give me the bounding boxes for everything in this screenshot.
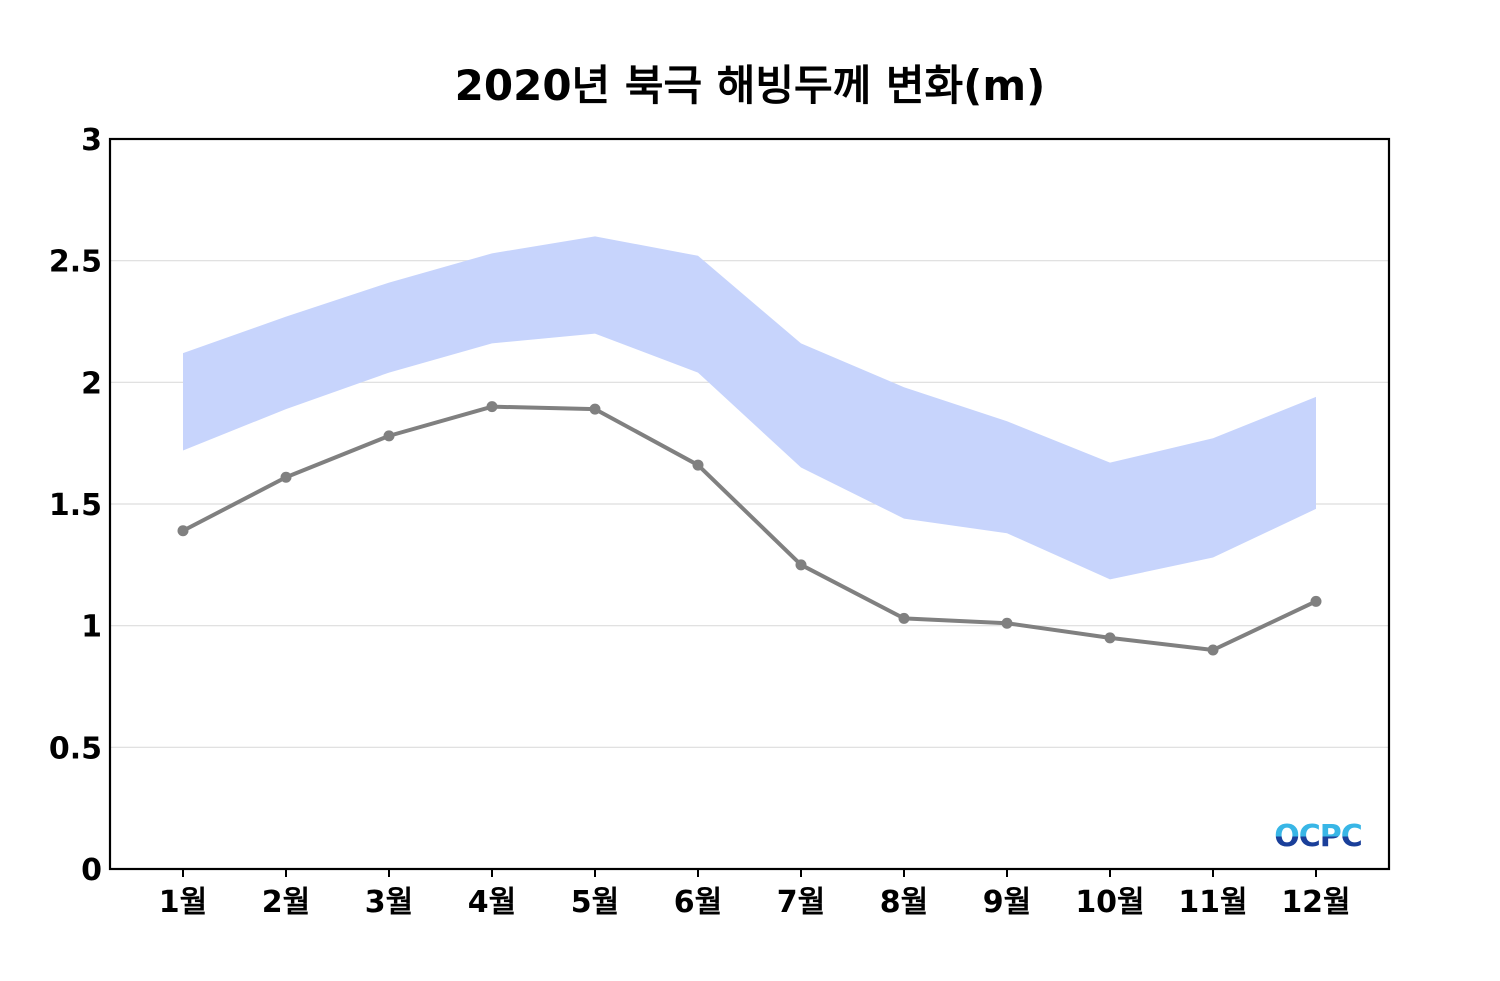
data-point xyxy=(692,459,704,471)
range-band xyxy=(183,236,1316,580)
chart-title: 2020년 북극 해빙두께 변화(m) xyxy=(455,61,1046,110)
y-tick-label: 0 xyxy=(81,853,102,888)
x-tick-label: 8월 xyxy=(880,885,928,920)
x-tick-label: 4월 xyxy=(468,885,516,920)
plot-frame xyxy=(108,137,1391,871)
data-point xyxy=(1001,617,1013,629)
y-tick-label: 0.5 xyxy=(49,731,102,766)
data-point xyxy=(486,401,498,413)
y-tick-label: 1 xyxy=(81,610,102,645)
y-tick-label: 1.5 xyxy=(49,488,102,523)
data-point xyxy=(177,525,189,537)
data-point xyxy=(898,612,910,624)
y-tick-label: 3 xyxy=(81,123,102,158)
x-tick-label: 6월 xyxy=(674,885,722,920)
x-axis-ticks: 1월 2월 3월 4월 5월 6월 7월 8월 9월 10월 11월 12월 xyxy=(159,869,1351,920)
x-tick-label: 2월 xyxy=(262,885,310,920)
x-tick-label: 12월 xyxy=(1281,885,1350,920)
data-point xyxy=(589,403,601,415)
data-point xyxy=(1207,644,1219,656)
data-point xyxy=(1310,595,1322,607)
y-tick-label: 2 xyxy=(81,366,102,401)
x-tick-label: 10월 xyxy=(1075,885,1144,920)
y-tick-label: 2.5 xyxy=(49,245,102,280)
x-tick-label: 3월 xyxy=(365,885,413,920)
data-point xyxy=(280,471,292,483)
x-tick-label: 1월 xyxy=(159,885,207,920)
data-point xyxy=(1104,632,1116,644)
y-axis-ticks: 0 0.5 1 1.5 2 2.5 3 xyxy=(49,123,102,888)
series-line-2020 xyxy=(182,404,1317,652)
x-tick-label: 5월 xyxy=(571,885,619,920)
ocpc-logo: OCPC xyxy=(1274,819,1362,854)
series-points-layer xyxy=(177,401,1322,656)
data-point xyxy=(383,430,395,442)
data-point xyxy=(795,559,807,571)
x-tick-label: 9월 xyxy=(983,885,1031,920)
range-band-layer xyxy=(183,236,1316,580)
series-line-layer xyxy=(182,404,1317,652)
x-tick-label: 7월 xyxy=(777,885,825,920)
x-tick-label: 11월 xyxy=(1178,885,1247,920)
